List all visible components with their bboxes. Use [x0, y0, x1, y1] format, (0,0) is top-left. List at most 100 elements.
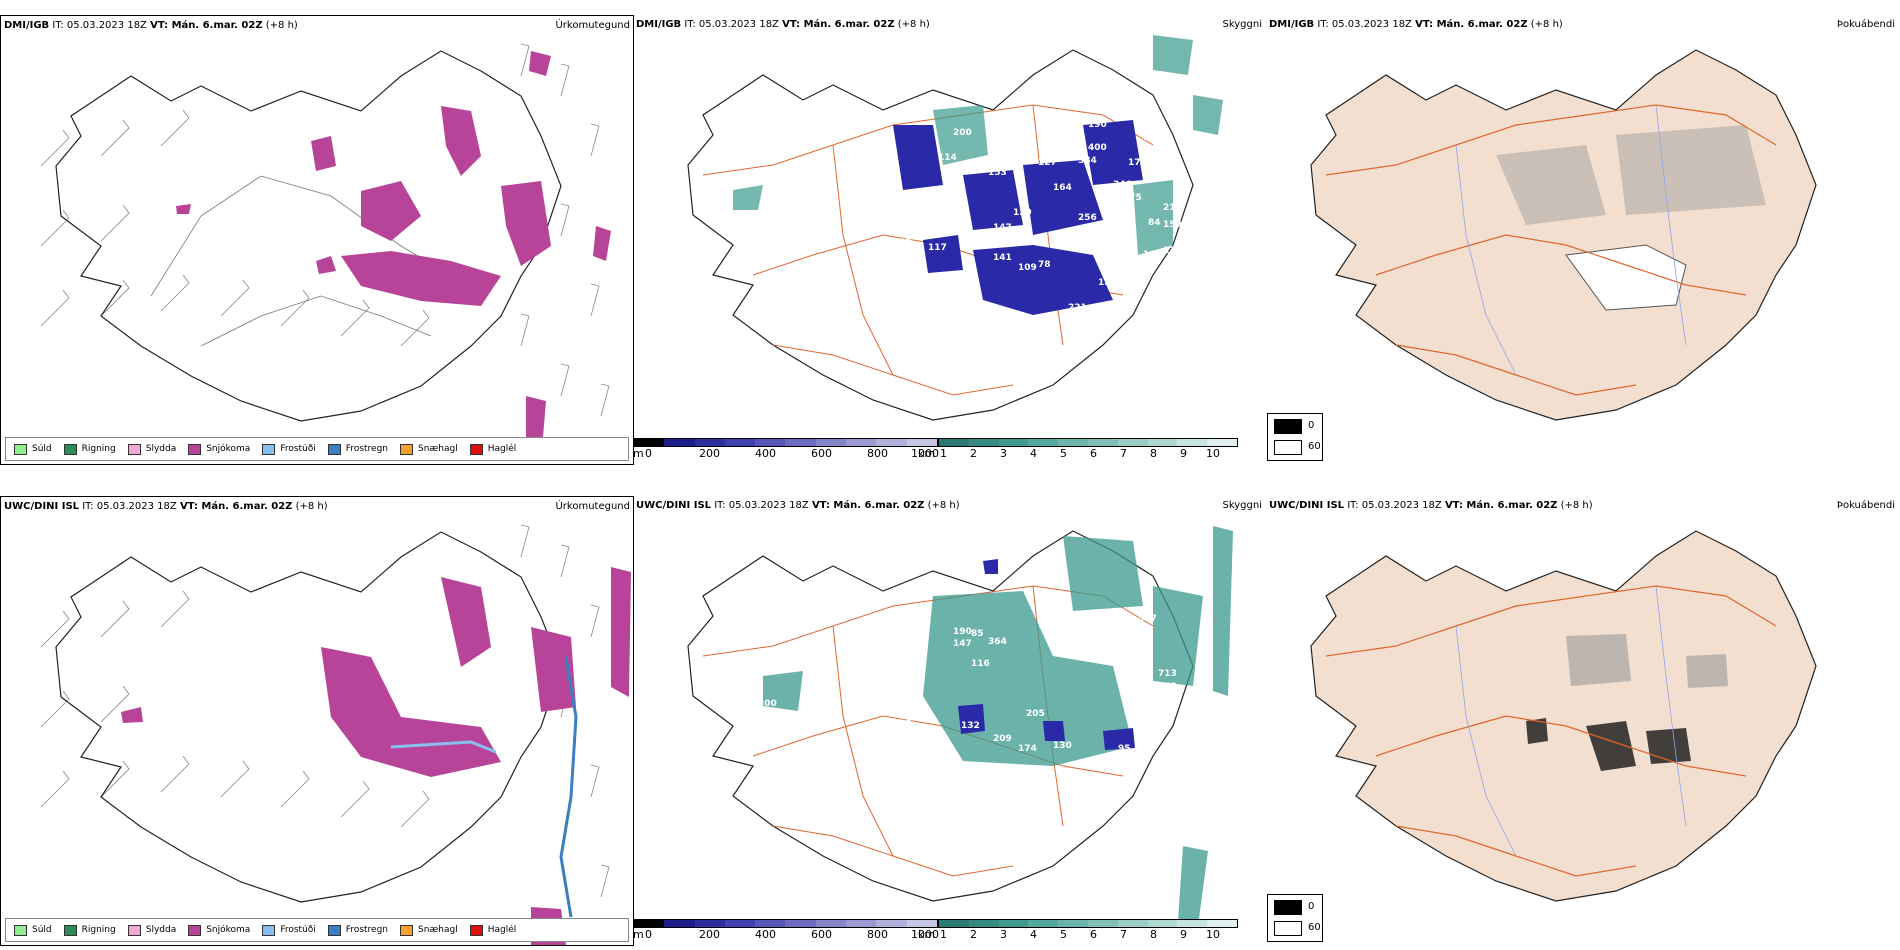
svg-text:113: 113: [1163, 246, 1182, 256]
svg-text:175: 175: [1123, 193, 1142, 203]
svg-text:548: 548: [1158, 682, 1177, 692]
svg-text:147: 147: [993, 223, 1012, 233]
panel-title: Skyggni: [1222, 19, 1262, 30]
cover-map: [1310, 530, 1817, 902]
legend-item: Frostregn: [327, 443, 388, 455]
svg-text:95: 95: [1118, 744, 1131, 754]
low-cloud-areas: [733, 35, 1223, 255]
svg-text:84: 84: [1148, 218, 1161, 228]
legend-item: Súld: [14, 443, 52, 455]
svg-text:159: 159: [1163, 220, 1182, 230]
svg-text:117: 117: [928, 243, 947, 253]
svg-text:153: 153: [988, 168, 1007, 178]
panel-header: UWC/DINI ISL IT: 05.03.2023 18Z VT: Mán.…: [1269, 500, 1895, 511]
svg-text:205: 205: [1026, 709, 1045, 719]
svg-text:120: 120: [933, 193, 952, 203]
svg-text:537: 537: [1138, 614, 1157, 624]
svg-text:135: 135: [1098, 278, 1117, 288]
svg-text:384: 384: [1078, 156, 1097, 166]
visibility-colorbar: km 1 2 3 4 5 6 7 8 9 10: [918, 919, 1238, 941]
svg-text:171: 171: [1128, 158, 1147, 168]
panel-title: Úrkomutegund: [555, 501, 630, 512]
svg-text:346: 346: [1113, 180, 1132, 190]
legend-swatch: [400, 443, 414, 455]
legend-swatch: [188, 443, 202, 455]
legend-swatch: [127, 443, 141, 455]
legend-item: Haglél: [469, 443, 516, 455]
svg-text:130: 130: [1053, 741, 1072, 751]
panel-header: UWC/DINI ISL IT: 05.03.2023 18Z VT: Mán.…: [4, 501, 630, 512]
svg-text:190: 190: [953, 627, 972, 637]
svg-text:85: 85: [971, 629, 984, 639]
snow-areas: [176, 51, 611, 461]
svg-text:128: 128: [1098, 240, 1117, 250]
cover-panel-row1: UWC/DINI ISL IT: 05.03.2023 18Z VT: Mán.…: [1266, 496, 1898, 944]
panel-title: Skyggni: [1222, 500, 1262, 511]
height-colorbar: m 0 200 400 600 800 1000: [633, 919, 939, 941]
precip-map: [40, 524, 631, 945]
vt-label: VT: Mán. 6.mar. 02Z: [150, 20, 263, 31]
svg-text:116: 116: [971, 659, 990, 669]
svg-text:129: 129: [1013, 208, 1032, 218]
legend-item: Frostúði: [262, 443, 316, 455]
svg-text:215: 215: [1163, 203, 1182, 213]
cloud-map: 537 190 147 364 85 116 713 548 298 205 2…: [687, 526, 1233, 926]
dense-cloud-areas: [893, 120, 1143, 315]
legend-item: Snjókoma: [188, 443, 250, 455]
lead-time: (+8 h): [265, 20, 298, 31]
svg-text:190: 190: [1088, 120, 1107, 130]
model-name: DMI/IGB: [4, 20, 50, 31]
visibility-unit: km: [918, 447, 936, 460]
panel-title: Þokuábendi: [1836, 500, 1895, 511]
svg-text:127: 127: [1038, 158, 1057, 168]
svg-text:209: 209: [993, 734, 1012, 744]
svg-text:174: 174: [1018, 744, 1037, 754]
cloud-panel-row0: DMI/IGB IT: 05.03.2023 18Z VT: Mán. 6.ma…: [633, 15, 1323, 463]
cloud-panel-row1: UWC/DINI ISL IT: 05.03.2023 18Z VT: Mán.…: [633, 496, 1323, 944]
svg-text:164: 164: [1053, 183, 1072, 193]
legend-item: Slydda: [127, 443, 176, 455]
cover-panel-row0: DMI/IGB IT: 05.03.2023 18Z VT: Mán. 6.ma…: [1266, 15, 1898, 463]
precip-map: [40, 43, 611, 461]
wind-barbs: [40, 43, 610, 417]
precip-panel-row1: UWC/DINI ISL IT: 05.03.2023 18Z VT: Mán.…: [0, 496, 634, 946]
cover-legend: 0 60: [1267, 413, 1323, 461]
panel-title: Þokuábendi: [1836, 19, 1895, 30]
height-colorbar: m 0 200 400 600 800 1000: [633, 438, 939, 460]
svg-text:132: 132: [961, 721, 980, 731]
svg-text:300: 300: [758, 699, 777, 709]
height-unit: m: [633, 447, 644, 460]
legend-swatch: [262, 443, 276, 455]
svg-text:256: 256: [1078, 213, 1097, 223]
it-value: 05.03.2023 18Z: [66, 20, 147, 31]
panel-header: UWC/DINI ISL IT: 05.03.2023 18Z VT: Mán.…: [636, 500, 1262, 511]
svg-text:200: 200: [953, 128, 972, 138]
legend-swatch: [63, 443, 77, 455]
it-label: IT:: [52, 20, 64, 31]
svg-text:221: 221: [1068, 303, 1087, 313]
legend-swatch: [14, 443, 27, 455]
svg-text:161: 161: [1143, 250, 1162, 260]
panel-header: DMI/IGB IT: 05.03.2023 18Z VT: Mán. 6.ma…: [1269, 19, 1895, 30]
svg-text:202: 202: [893, 719, 912, 729]
svg-text:109: 109: [1018, 263, 1037, 273]
svg-text:713: 713: [1158, 669, 1177, 679]
svg-text:31: 31: [753, 128, 766, 138]
cover-map: [1310, 49, 1817, 421]
precip-panel-row0: DMI/IGB IT: 05.03.2023 18Z VT: Mán. 6.ma…: [0, 15, 634, 465]
legend-swatch: [469, 443, 483, 455]
svg-text:114: 114: [938, 153, 957, 163]
svg-text:141: 141: [993, 253, 1012, 263]
svg-text:298: 298: [1158, 695, 1177, 705]
visibility-colorbar: km 1 2 3 4 5 6 7 8 9 10: [918, 438, 1238, 460]
precip-legend: Súld Rigning Slydda Snjókoma Frostúði Fr…: [5, 918, 629, 942]
svg-text:143: 143: [713, 190, 732, 200]
iceland-outline: [55, 50, 562, 422]
cloud-map: 190 192 171 400 384 127 164 175 346 153 …: [687, 35, 1223, 421]
panel-header: DMI/IGB IT: 05.03.2023 18Z VT: Mán. 6.ma…: [4, 20, 630, 34]
panel-header: DMI/IGB IT: 05.03.2023 18Z VT: Mán. 6.ma…: [636, 19, 1262, 30]
cloud-base-labels: 190 192 171 400 384 127 164 175 346 153 …: [713, 120, 1182, 313]
cover-legend: 0 60: [1267, 894, 1323, 942]
svg-text:94: 94: [1113, 263, 1126, 273]
precip-legend: Súld Rigning Slydda Snjókoma Frostúði Fr…: [5, 437, 629, 461]
